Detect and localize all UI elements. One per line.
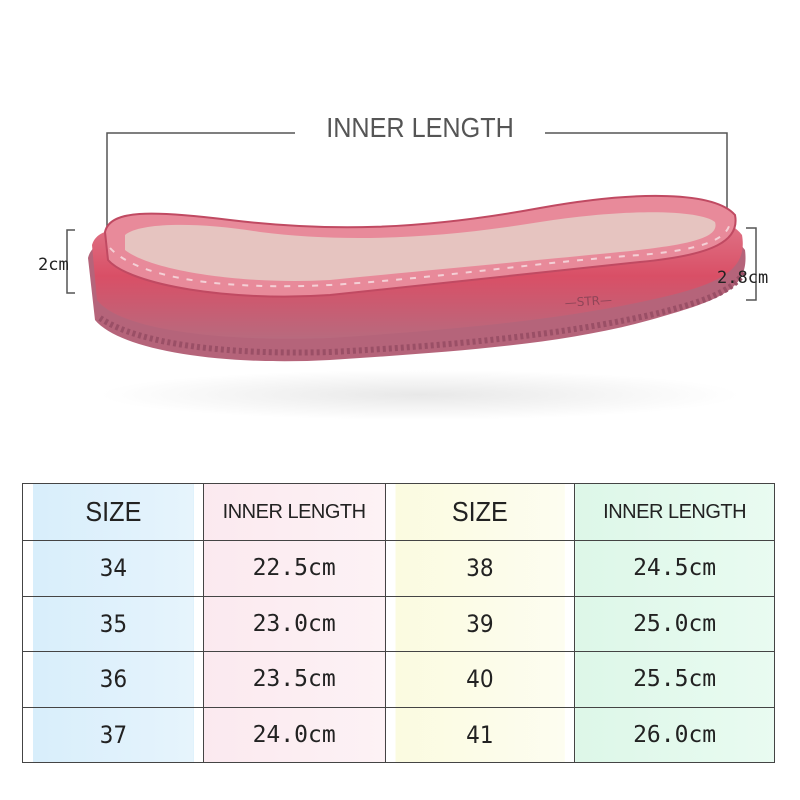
size-cell: 34 xyxy=(31,540,195,597)
header-inner-length-2: INNER LENGTH xyxy=(574,483,775,541)
length-cell: 24.5cm xyxy=(574,540,775,597)
length-cell: 22.5cm xyxy=(202,540,386,597)
table-row: 37 24.0cm 41 26.0cm xyxy=(23,706,775,763)
length-cell: 24.0cm xyxy=(202,706,386,763)
header-inner-length-1: INNER LENGTH xyxy=(202,483,386,541)
shoe-sole-illustration: —STR— xyxy=(66,132,757,420)
sole-logo: —STR— xyxy=(564,293,612,310)
heel-height-label: 2cm xyxy=(38,255,69,275)
tread-edge xyxy=(98,268,748,356)
stitching xyxy=(109,221,731,288)
dimension-lines xyxy=(66,132,757,301)
insole xyxy=(125,212,716,281)
size-cell: 39 xyxy=(394,595,566,652)
length-cell: 23.5cm xyxy=(202,651,386,708)
length-cell: 23.0cm xyxy=(202,595,386,652)
header-size-2: SIZE xyxy=(394,483,566,541)
size-cell: 35 xyxy=(31,595,195,652)
table-row: 34 22.5cm 38 24.5cm xyxy=(23,540,775,597)
size-cell: 36 xyxy=(31,651,195,708)
size-cell: 41 xyxy=(394,706,566,763)
length-cell: 25.5cm xyxy=(574,651,775,708)
length-cell: 25.0cm xyxy=(574,595,775,652)
length-cell: 26.0cm xyxy=(574,706,775,763)
table-row: 36 23.5cm 40 25.5cm xyxy=(23,651,775,708)
header-size-1: SIZE xyxy=(31,483,195,541)
size-cell: 38 xyxy=(394,540,566,597)
inner-length-label: INNER LENGTH xyxy=(326,112,514,143)
size-chart-table: SIZE INNER LENGTH SIZE INNER LENGTH 34 2… xyxy=(22,483,775,763)
table-row: 35 23.0cm 39 25.0cm xyxy=(23,595,775,652)
sole-shadow xyxy=(100,370,740,420)
toe-height-label: 2.8cm xyxy=(717,268,769,288)
size-cell: 40 xyxy=(394,651,566,708)
table-header-row: SIZE INNER LENGTH SIZE INNER LENGTH xyxy=(23,483,775,541)
size-cell: 37 xyxy=(31,706,195,763)
